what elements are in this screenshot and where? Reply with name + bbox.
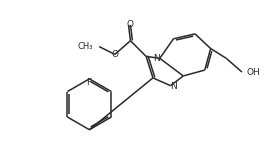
Text: OH: OH <box>247 67 261 77</box>
Text: CH₃: CH₃ <box>78 42 93 51</box>
Text: O: O <box>127 20 134 29</box>
Text: N: N <box>153 54 160 63</box>
Text: O: O <box>111 50 118 59</box>
Text: F: F <box>86 78 91 87</box>
Text: N: N <box>170 82 177 91</box>
